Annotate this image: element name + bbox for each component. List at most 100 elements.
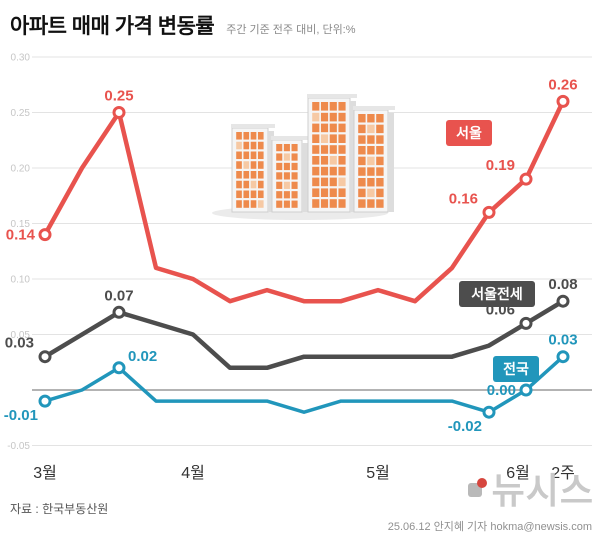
building-window [367, 167, 375, 176]
data-point-label-seoul: 0.25 [104, 88, 133, 105]
building-window [312, 188, 320, 197]
building-window [243, 132, 250, 140]
building-window [236, 180, 242, 189]
y-tick-label: 0.10 [11, 275, 31, 286]
building-window [276, 172, 283, 180]
data-point-marker-seoul [482, 205, 496, 219]
building-window [312, 156, 320, 165]
building-window [338, 112, 346, 122]
building-window [376, 178, 384, 187]
data-point-marker-seoul [112, 106, 126, 119]
x-tick-label-0: 3월 [33, 464, 57, 482]
data-point-label-seoul: 0.16 [449, 190, 478, 207]
y-tick-label: 0.30 [11, 53, 31, 64]
building-window [367, 146, 375, 155]
building-window [358, 124, 366, 134]
building-window [312, 112, 320, 122]
x-tick-label-4: 4월 [181, 464, 205, 482]
data-point-label-seoul-jeonse: 0.03 [5, 335, 34, 352]
newsis-watermark: 뉴시스 [466, 462, 594, 514]
building-window [320, 166, 329, 176]
building-side [302, 143, 308, 212]
legend-chip-seoul [446, 120, 492, 146]
building-window [312, 177, 320, 187]
building-window [367, 114, 375, 123]
building-window [243, 200, 250, 208]
building-window [376, 135, 384, 144]
building-window [276, 181, 283, 189]
data-point-label-national: -0.01 [4, 407, 38, 424]
source-note: 자료 : 한국부동산원 [10, 502, 109, 516]
building-window [376, 199, 384, 208]
series-line-seoul [42, 99, 566, 304]
building-window [338, 177, 346, 187]
building-window [257, 171, 264, 179]
series-line-seoul-jeonse [42, 298, 566, 371]
building-window [250, 190, 257, 199]
building-window [312, 166, 320, 176]
price-change-line-chart: 0.30 0.25 0.20 0.15 0.10 0.05 -0.05 3월 4월 5월 6월 2주 0… [4, 53, 592, 482]
building-window [320, 123, 329, 133]
page-title: 아파트 매매 가격 변동률 [10, 15, 215, 38]
building-window [358, 167, 366, 176]
building-window [257, 161, 264, 169]
building-window [236, 171, 242, 179]
data-point-marker-seoul-jeonse [38, 350, 52, 364]
data-point-label-seoul-jeonse: 0.08 [548, 276, 577, 293]
building-roof [231, 124, 275, 128]
legend-label-national: 전국 [503, 361, 529, 377]
building-window [283, 144, 290, 152]
data-point-label-seoul: 0.19 [486, 157, 515, 174]
building-window [358, 199, 366, 208]
building-window [338, 145, 346, 154]
data-point-marker-national [482, 405, 496, 419]
y-tick-label: 0.05 [11, 330, 31, 341]
building-side [268, 131, 274, 212]
building-window [338, 166, 346, 176]
building-window [312, 134, 320, 143]
chart-header: 아파트 매매 가격 변동률 주간 기준 전주 대비, 단위:% [10, 10, 356, 40]
data-point-marker-national [519, 383, 533, 397]
data-point-label-seoul-jeonse: 0.07 [104, 287, 133, 304]
building-window [283, 191, 290, 199]
building-window [283, 200, 290, 208]
building-window [312, 102, 320, 111]
building-window [358, 146, 366, 155]
building-body [231, 127, 269, 213]
data-point-label-seoul: 0.14 [6, 227, 36, 244]
data-point-marker-seoul [38, 228, 52, 242]
building-window [243, 141, 250, 150]
building-side [388, 113, 394, 212]
building-window [329, 166, 337, 176]
building-window [243, 180, 250, 189]
building-window [358, 156, 366, 166]
building-window [276, 144, 283, 152]
buildings-illustration [212, 94, 395, 220]
building-window [291, 172, 298, 180]
building-window [376, 146, 384, 155]
building-window [320, 112, 329, 122]
building-window [276, 200, 283, 208]
watermark-text: 뉴시스 [491, 470, 594, 511]
building-roof [271, 136, 309, 140]
building-side [350, 101, 356, 212]
data-point-label-national: 0.02 [128, 348, 157, 365]
building-roof [353, 106, 395, 110]
data-point-label-seoul: 0.26 [548, 76, 577, 93]
building-window [320, 177, 329, 187]
building-window [367, 135, 375, 144]
building-window [283, 181, 290, 189]
building-window [329, 134, 337, 143]
building-window [338, 123, 346, 133]
legend-chip-seoul-jeonse [459, 281, 535, 307]
y-tick-label: 0.15 [11, 219, 31, 230]
building-roof [307, 94, 357, 98]
building-window [376, 114, 384, 123]
building-window [243, 151, 250, 160]
building-window [367, 178, 375, 187]
building-window [329, 177, 337, 187]
building-window [257, 200, 264, 208]
building-window [358, 114, 366, 123]
building-window [376, 188, 384, 198]
building-window [250, 180, 257, 189]
